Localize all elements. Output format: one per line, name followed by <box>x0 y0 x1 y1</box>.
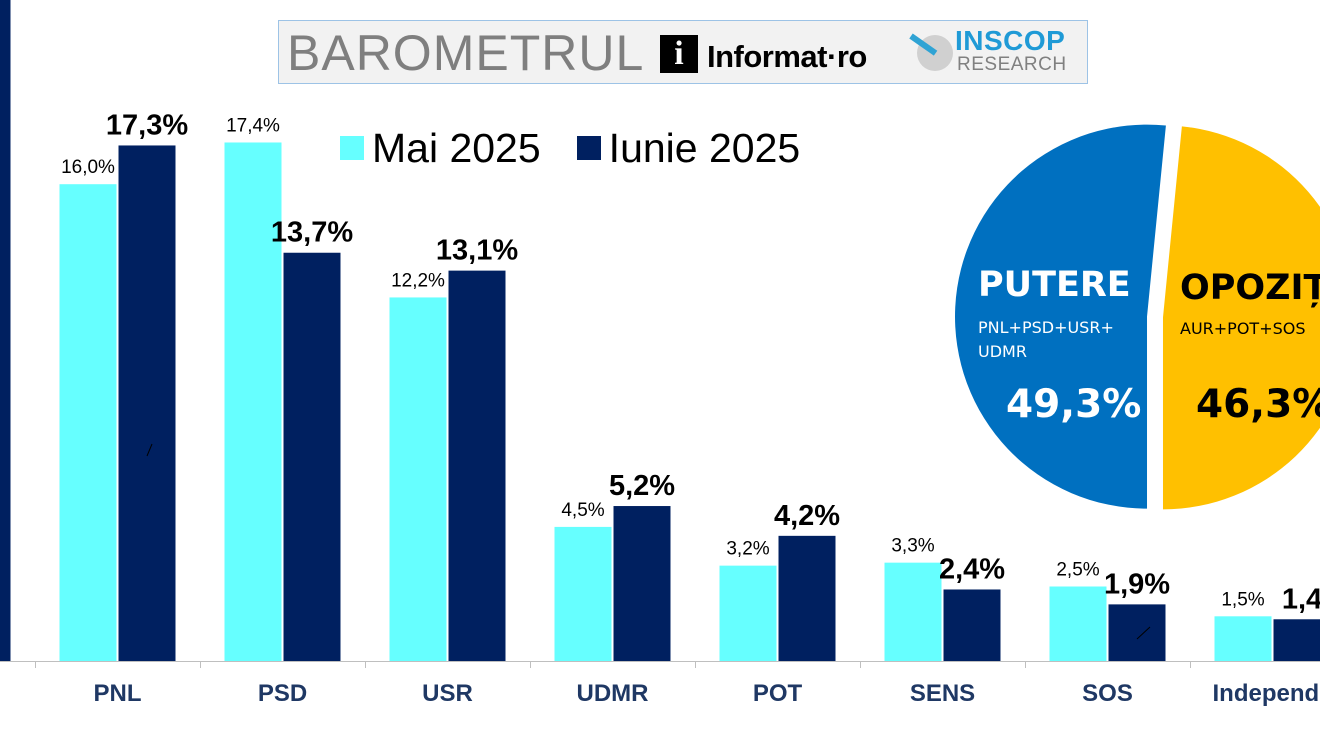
pie-value-opozitie: 46,3% <box>1196 382 1320 427</box>
banner-title: BAROMETRUL <box>287 25 645 81</box>
category-label-udmr: UDMR <box>577 680 649 707</box>
leader-line-sos <box>1136 626 1151 640</box>
research-logo-text: RESEARCH <box>957 54 1067 75</box>
bar-sos-iunie <box>1108 604 1166 661</box>
pie-detail-putere-1: PNL+PSD+USR+ <box>978 318 1114 337</box>
bar-psd-iunie <box>283 252 341 662</box>
bar-independe-iunie <box>1273 619 1320 661</box>
category-label-pot: POT <box>753 680 803 707</box>
informat-logo-text: Informat·ro <box>707 39 867 74</box>
data-label-psd-mai: 17,4% <box>226 115 280 136</box>
pie-detail-opozitie-1: AUR+POT+SOS <box>1180 319 1306 338</box>
barometer-banner: BAROMETRUL i Informat·ro INSCOP RESEARCH <box>278 20 1088 84</box>
bar-sos-mai <box>1049 586 1107 661</box>
pie-label-opozitie: OPOZIȚI <box>1180 268 1320 308</box>
data-label-independe-mai: 1,5% <box>1221 589 1264 610</box>
data-label-sos-iunie: 1,9% <box>1104 568 1170 600</box>
pie-slice-opozi-i <box>1162 126 1320 510</box>
data-label-psd-iunie: 13,7% <box>271 217 353 249</box>
bar-pnl-iunie <box>118 145 176 661</box>
bar-pnl-mai <box>59 184 117 661</box>
category-label-independe: Independe <box>1212 680 1320 707</box>
data-label-sos-mai: 2,5% <box>1056 560 1099 581</box>
legend-swatch-mai <box>340 136 364 160</box>
bar-lead-iunie <box>0 0 11 661</box>
category-label-psd: PSD <box>258 680 307 707</box>
data-label-udmr-iunie: 5,2% <box>609 470 675 502</box>
legend-swatch-iunie <box>576 136 601 160</box>
data-label-sens-mai: 3,3% <box>891 536 934 557</box>
bar-udmr-iunie <box>613 506 671 661</box>
bar-udmr-mai <box>554 526 612 661</box>
bar-psd-mai <box>224 142 282 662</box>
pie-value-putere: 49,3% <box>1006 382 1142 427</box>
category-label-pnl: PNL <box>94 680 142 707</box>
data-label-usr-iunie: 13,1% <box>436 235 518 267</box>
data-label-sens-iunie: 2,4% <box>939 553 1005 585</box>
legend-label-mai: Mai 2025 <box>372 125 541 171</box>
category-label-sens: SENS <box>910 680 975 707</box>
category-label-sos: SOS <box>1082 680 1133 707</box>
bar-pot-iunie <box>778 535 836 661</box>
leader-line-pnl <box>146 443 153 457</box>
bar-sens-iunie <box>943 589 1001 661</box>
chart-legend: Mai 2025 Iunie 2025 <box>340 122 836 174</box>
pie-slice-putere <box>955 124 1166 509</box>
data-label-pnl-mai: 16,0% <box>61 157 115 178</box>
data-label-pot-mai: 3,2% <box>726 539 769 560</box>
pie-detail-putere-2: UDMR <box>978 342 1027 361</box>
bar-pot-mai <box>719 565 777 661</box>
inscop-logo-text: INSCOP <box>955 25 1066 56</box>
informat-logo-icon: i <box>660 35 698 73</box>
bar-usr-mai <box>389 297 447 661</box>
data-label-pot-iunie: 4,2% <box>774 500 840 532</box>
data-label-usr-mai: 12,2% <box>391 270 445 291</box>
legend-label-iunie: Iunie 2025 <box>608 125 801 171</box>
data-label-pnl-iunie: 17,3% <box>106 109 188 141</box>
bar-sens-mai <box>884 562 942 661</box>
bar-independe-mai <box>1214 616 1272 661</box>
bar-usr-iunie <box>448 270 506 661</box>
category-label-usr: USR <box>422 680 473 707</box>
data-label-udmr-mai: 4,5% <box>561 500 604 521</box>
pie-label-putere: PUTERE <box>978 265 1131 305</box>
data-label-independe-iunie: 1,4 <box>1282 583 1320 615</box>
